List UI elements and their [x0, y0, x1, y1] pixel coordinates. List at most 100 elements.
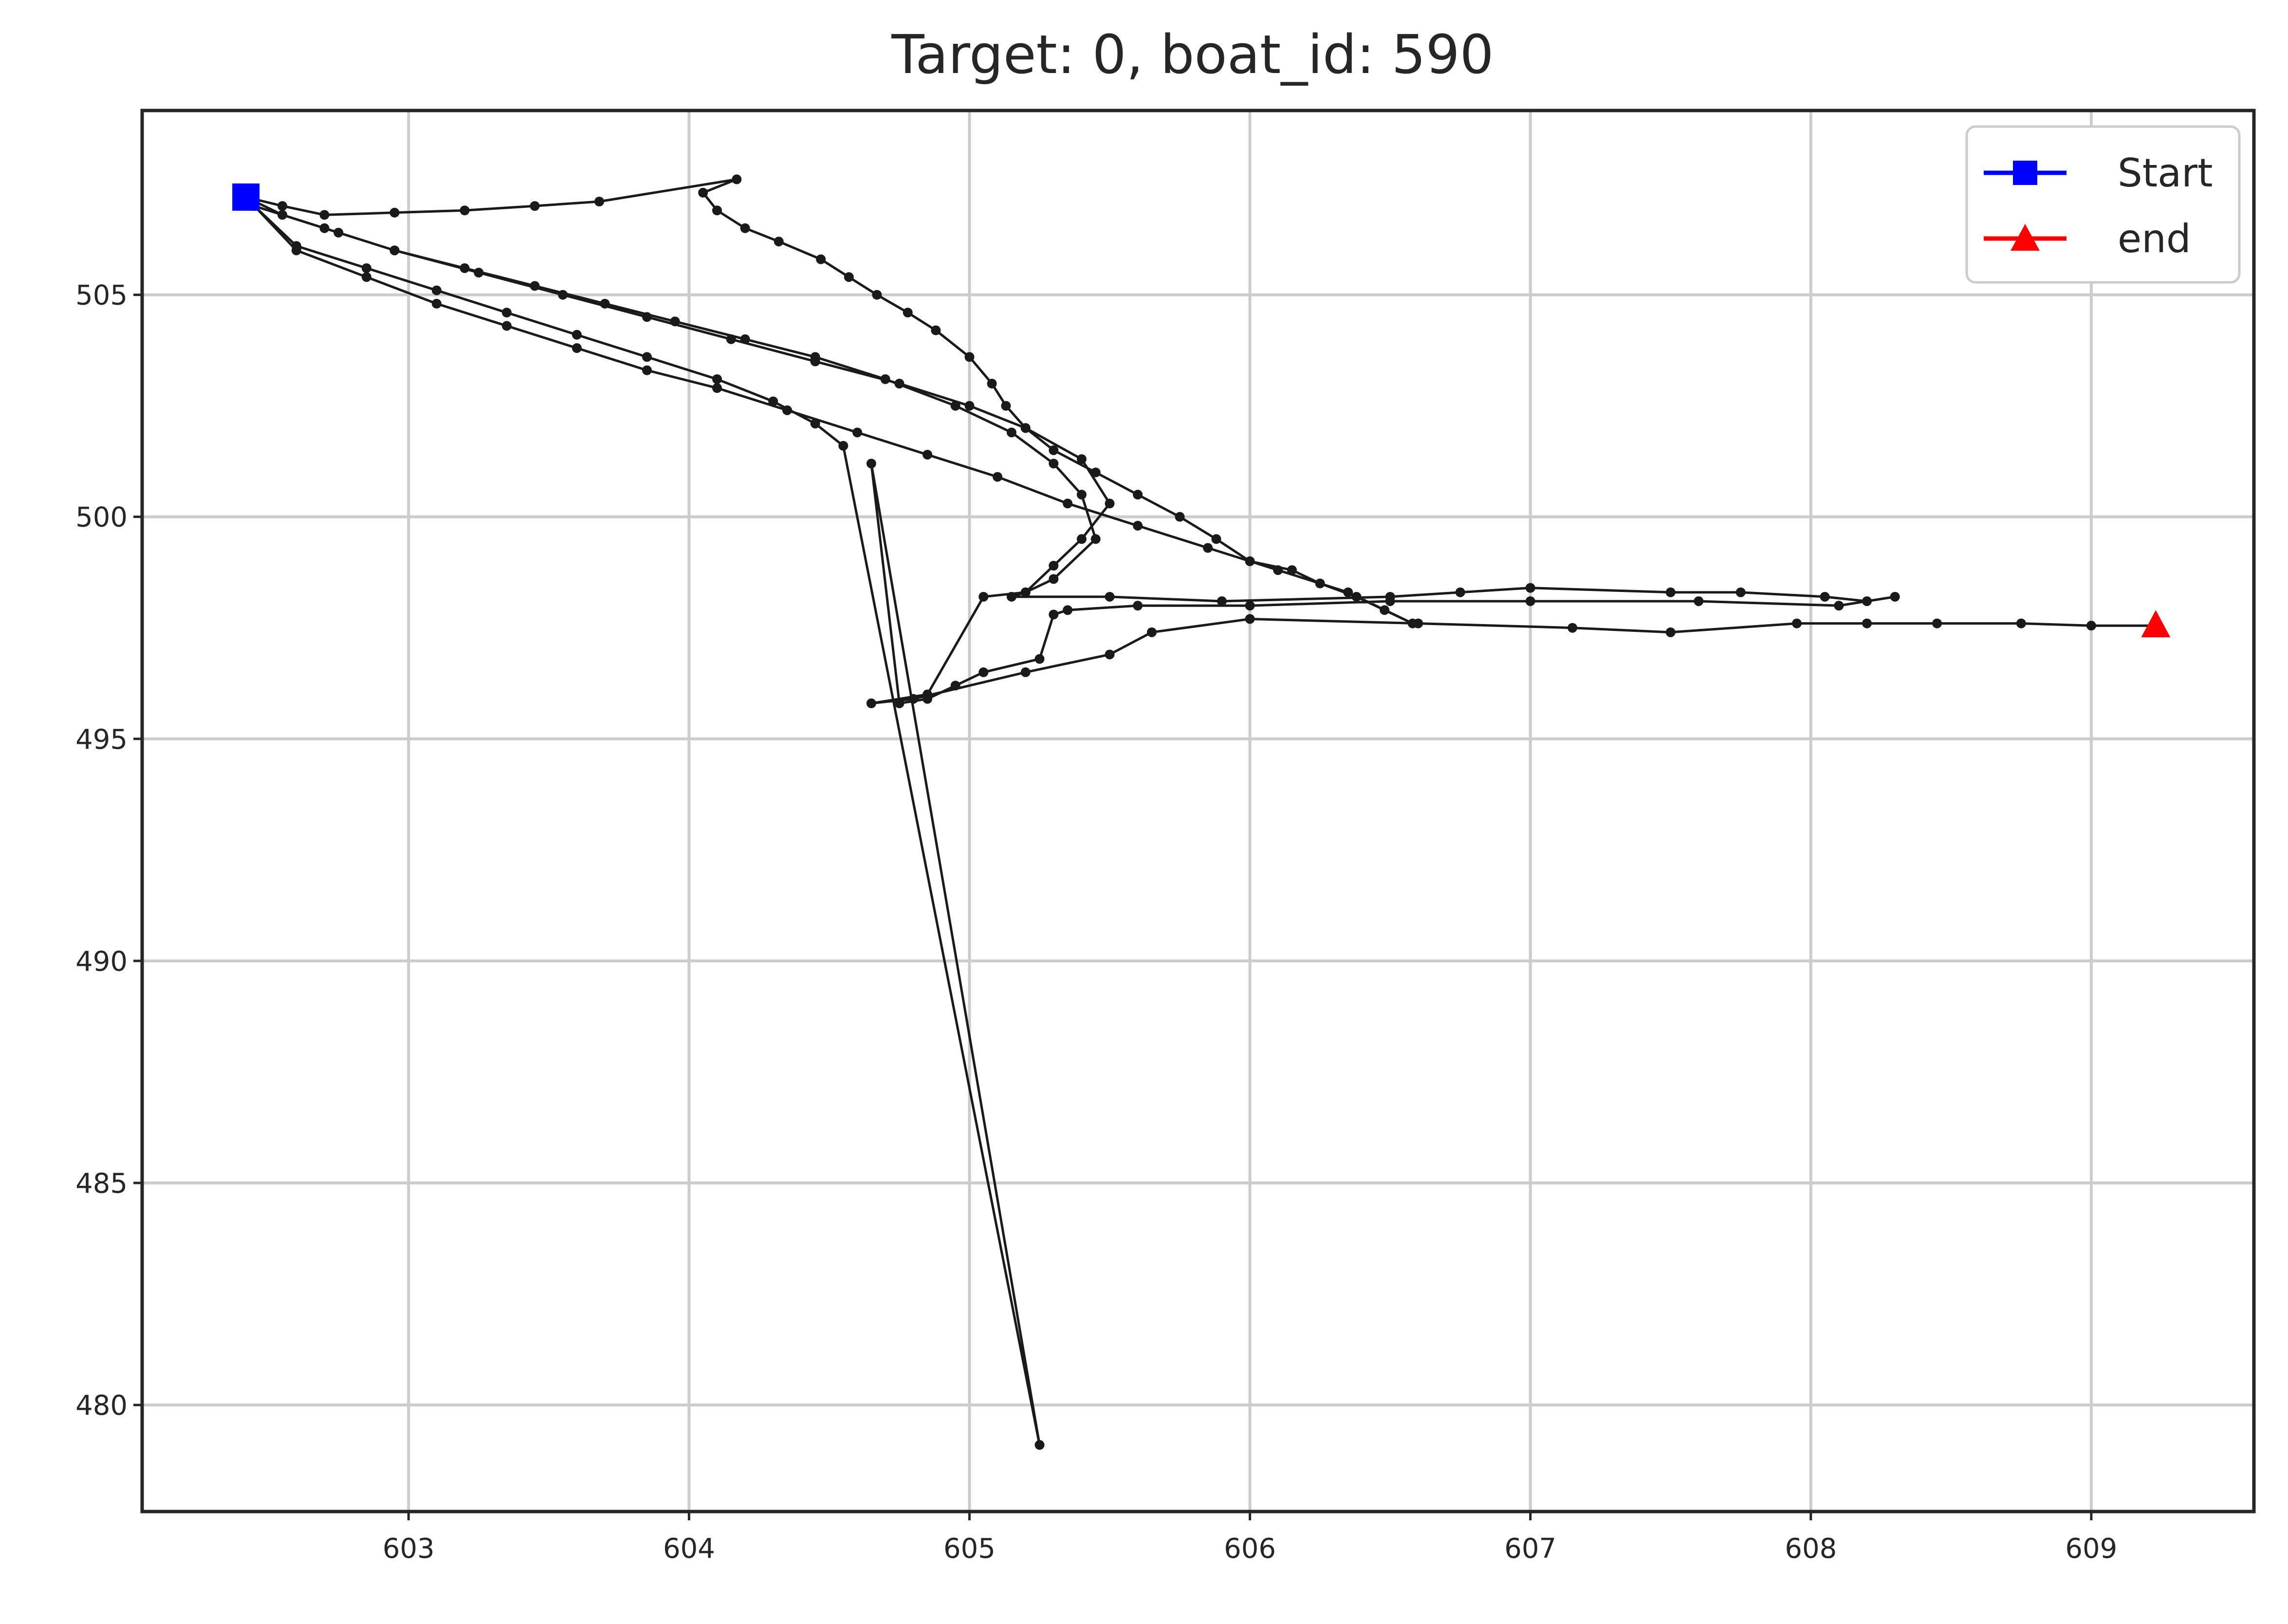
trajectory-point — [740, 334, 750, 344]
plot-area-frame — [140, 109, 2256, 1513]
trajectory-point — [1820, 591, 1830, 602]
trajectory-point — [866, 459, 876, 469]
legend-label-end: end — [2118, 216, 2191, 261]
trajectory-point — [1245, 556, 1255, 566]
y-tick-label: 490 — [75, 946, 128, 978]
trajectory-point — [1455, 587, 1465, 597]
trajectory-point — [1203, 543, 1213, 553]
trajectory-point — [572, 330, 582, 340]
trajectory-point — [726, 334, 736, 344]
trajectory-point — [1665, 627, 1676, 637]
trajectory-point — [1862, 596, 1872, 606]
trajectory-point — [978, 591, 989, 602]
trajectory-point — [931, 325, 941, 335]
grid-lines — [142, 111, 2254, 1512]
trajectory-point — [774, 237, 784, 247]
marker-layer — [232, 183, 2171, 638]
trajectory-point — [1525, 583, 1535, 593]
x-tick-label: 605 — [943, 1533, 996, 1565]
trajectory-point — [993, 472, 1003, 482]
series-layer — [241, 174, 2161, 1450]
trajectory-point — [1020, 423, 1031, 433]
trajectory-point — [1049, 459, 1059, 469]
trajectory-point — [768, 396, 778, 406]
trajectory-point — [1020, 667, 1031, 677]
trajectory-point — [987, 379, 997, 389]
trajectory-point — [642, 312, 652, 322]
trajectory-point — [894, 698, 904, 708]
trajectory-point — [964, 401, 975, 411]
trajectory-point — [880, 374, 890, 384]
trajectory-point — [277, 210, 288, 220]
trajectory-point — [2086, 621, 2096, 631]
trajectory-point — [903, 308, 913, 318]
trajectory-point — [460, 263, 470, 273]
trajectory-point — [558, 290, 568, 300]
axis-ticks: 603 604 605 606 607 608 609 480 485 490 495 500 505 — [75, 280, 2117, 1565]
trajectory-point — [1245, 601, 1255, 611]
trajectory-point — [923, 689, 933, 700]
trajectory-point — [810, 419, 820, 429]
trajectory-point — [712, 205, 722, 216]
y-tick-label: 505 — [75, 280, 128, 312]
trajectory-point — [1133, 490, 1143, 500]
trajectory-point — [1385, 596, 1395, 606]
trajectory-point — [1343, 587, 1353, 597]
trajectory-point — [923, 449, 933, 460]
trajectory-point — [333, 227, 344, 238]
x-tick-label: 606 — [1224, 1533, 1276, 1565]
y-tick-label: 485 — [75, 1168, 128, 1200]
trajectory-point — [361, 263, 371, 273]
trajectory-point — [431, 298, 442, 309]
trajectory-point — [1049, 445, 1059, 455]
trajectory-point — [1175, 512, 1185, 522]
trajectory-point — [1211, 534, 1221, 544]
trajectory-point — [1105, 498, 1115, 509]
trajectory-point — [1351, 591, 1362, 602]
trajectory-point — [2016, 618, 2026, 628]
trajectory-point — [838, 441, 849, 451]
trajectory-point — [361, 272, 371, 282]
trajectory-point — [670, 316, 680, 327]
trajectory-point — [1273, 565, 1283, 575]
trajectory-point — [1063, 498, 1073, 509]
trajectory-point — [1287, 565, 1297, 575]
trajectory-point — [1105, 649, 1115, 660]
trajectory-point — [740, 223, 750, 233]
trajectory-point — [1034, 1440, 1045, 1450]
trajectory-point — [978, 667, 989, 677]
trajectory-point — [530, 281, 540, 291]
x-tick-label: 608 — [1785, 1533, 1837, 1565]
start-marker — [232, 183, 260, 211]
trajectory-point — [572, 343, 582, 353]
legend-start-marker — [2013, 161, 2037, 185]
legend-box — [1965, 125, 2241, 284]
trajectory-point — [1133, 520, 1143, 531]
trajectory-point — [712, 383, 722, 393]
trajectory-point — [844, 272, 854, 282]
trajectory-point — [291, 241, 301, 251]
trajectory-point — [1049, 561, 1059, 571]
trajectory-point — [908, 694, 919, 704]
trajectory-point — [950, 401, 960, 411]
trajectory-point — [810, 356, 820, 367]
trajectory-point — [894, 379, 904, 389]
trajectory-point — [1090, 467, 1101, 478]
x-tick-label: 607 — [1504, 1533, 1556, 1565]
trajectory-point — [501, 321, 512, 331]
trajectory-point — [1006, 591, 1016, 602]
trajectory-point — [389, 245, 400, 256]
trajectory-point — [782, 405, 793, 415]
trajectory-point — [1006, 427, 1016, 438]
trajectory-point — [277, 201, 288, 211]
trajectory-point — [1890, 591, 1900, 602]
trajectory-point — [389, 207, 400, 218]
trajectory-point — [1932, 618, 1942, 628]
trajectory-point — [1090, 534, 1101, 544]
trajectory-point — [642, 365, 652, 375]
trajectory-point — [1694, 596, 1704, 606]
trajectory-point — [1076, 454, 1087, 464]
trajectory-point — [642, 352, 652, 362]
trajectory-point — [1049, 574, 1059, 584]
